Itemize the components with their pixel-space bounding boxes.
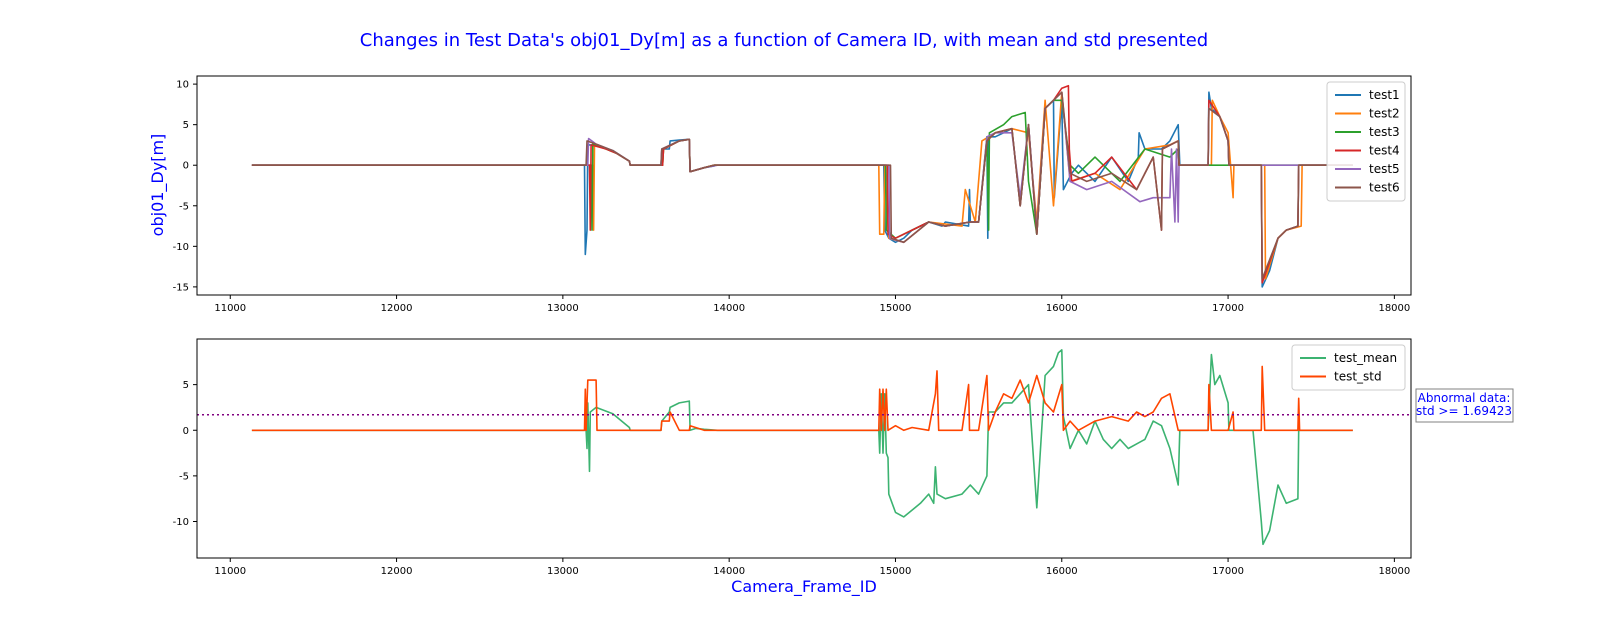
- bottom-plot-x-tick-label: 17000: [1212, 566, 1244, 577]
- bottom-plot-y-ticks: -10 -5 0 5: [173, 380, 197, 528]
- bottom-plot-x-tick-label: 14000: [713, 566, 745, 577]
- bottom-plot-x-tick-label: 18000: [1378, 566, 1410, 577]
- top-plot-x-tick-label: 14000: [713, 303, 745, 314]
- bottom-plot-frame: [196, 338, 1412, 559]
- top-plot-y-tick-label: 10: [176, 80, 189, 91]
- top-plot-x-ticks: 11000 12000 13000 14000 15000 16000 17000 18000: [214, 295, 1410, 314]
- top-plot-legend: test1 test2 test3 test4 test5 test6: [1326, 81, 1406, 202]
- legend-label-test3: test3: [1369, 125, 1400, 139]
- top-plot-series: [251, 84, 1353, 288]
- figure-title: Changes in Test Data's obj01_Dy[m] as a …: [360, 30, 1208, 51]
- top-plot-x-tick-label: 15000: [880, 303, 912, 314]
- top-plot-y-tick-label: -10: [173, 242, 189, 253]
- series-line-test_std: [251, 365, 1353, 432]
- legend-label-test4: test4: [1369, 144, 1400, 158]
- legend-label-test_std: test_std: [1334, 370, 1382, 384]
- legend-label-test2: test2: [1369, 107, 1400, 121]
- bottom-plot-legend: test_mean test_std: [1291, 344, 1406, 391]
- top-plot-y-ticks: -15 -10 -5 0 5 10: [173, 80, 197, 293]
- bottom-plot-x-ticks: 11000 12000 13000 14000 15000 16000 17000 18000: [214, 558, 1410, 577]
- bottom-plot-x-tick-label: 11000: [214, 566, 246, 577]
- legend-label-test_mean: test_mean: [1334, 351, 1397, 365]
- legend-label-test5: test5: [1369, 162, 1400, 176]
- series-line-test6: [251, 91, 1353, 280]
- top-plot-x-tick-label: 16000: [1046, 303, 1078, 314]
- top-plot-x-tick-label: 17000: [1212, 303, 1244, 314]
- bottom-plot-y-tick-label: 0: [183, 426, 189, 437]
- annotation-line-2: std >= 1.69423: [1416, 404, 1512, 418]
- bottom-plot-series: [251, 349, 1353, 546]
- legend-label-test6: test6: [1369, 181, 1400, 195]
- top-plot-y-label: obj01_Dy[m]: [148, 134, 168, 237]
- bottom-plot-y-tick-label: -10: [173, 517, 189, 528]
- annotation-box: [1415, 388, 1514, 423]
- annotation-line-1: Abnormal data:: [1418, 391, 1511, 405]
- legend-label-test1: test1: [1369, 88, 1400, 102]
- top-plot-frame: [196, 75, 1412, 296]
- top-plot-y-tick-label: 0: [183, 161, 189, 172]
- top-plot: 11000 12000 13000 14000 15000 16000 17000 18000…: [148, 75, 1412, 314]
- top-plot-y-tick-label: 5: [183, 120, 189, 131]
- bottom-plot-x-tick-label: 12000: [381, 566, 413, 577]
- top-plot-y-tick-label: -15: [173, 282, 189, 293]
- top-plot-x-tick-label: 12000: [381, 303, 413, 314]
- bottom-plot-legend-box: [1291, 344, 1406, 391]
- top-plot-x-tick-label: 13000: [547, 303, 579, 314]
- top-plot-legend-box: [1326, 81, 1406, 202]
- bottom-plot-x-label: Camera_Frame_ID: [731, 577, 877, 597]
- top-plot-y-tick-label: -5: [179, 201, 189, 212]
- top-plot-x-tick-label: 18000: [1378, 303, 1410, 314]
- bottom-plot-x-tick-label: 15000: [880, 566, 912, 577]
- top-plot-background: [197, 76, 1411, 295]
- bottom-plot: 11000 12000 13000 14000 15000 16000 17000 18000…: [173, 338, 1514, 597]
- bottom-plot-background: [197, 339, 1411, 558]
- top-plot-x-tick-label: 11000: [214, 303, 246, 314]
- bottom-plot-y-tick-label: 5: [183, 380, 189, 391]
- bottom-plot-y-tick-label: -5: [179, 471, 189, 482]
- bottom-plot-x-tick-label: 16000: [1046, 566, 1078, 577]
- bottom-plot-x-tick-label: 13000: [547, 566, 579, 577]
- abnormal-data-annotation: Abnormal data: std >= 1.69423: [1415, 388, 1514, 423]
